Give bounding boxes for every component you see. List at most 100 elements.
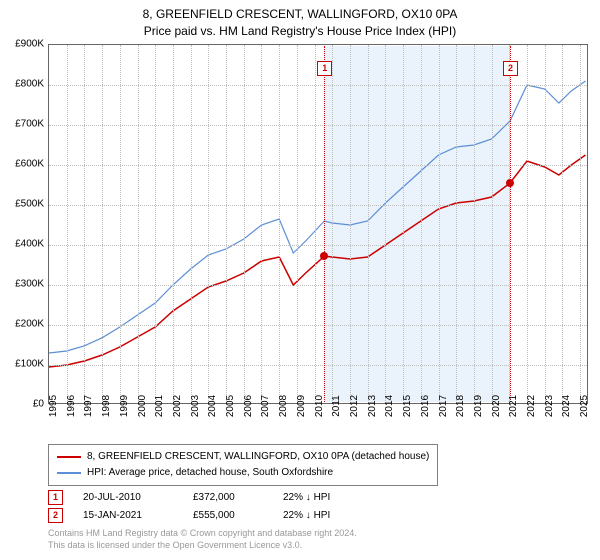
chart-title: 8, GREENFIELD CRESCENT, WALLINGFORD, OX1… — [0, 0, 600, 40]
x-axis-label: 2011 — [331, 395, 342, 417]
x-axis-label: 2022 — [526, 395, 537, 417]
transaction-vline — [510, 46, 511, 402]
gridline-v — [138, 45, 139, 403]
x-axis-label: 2006 — [243, 395, 254, 417]
gridline-h — [49, 165, 587, 166]
transaction-point — [506, 179, 514, 187]
x-axis-label: 2001 — [154, 395, 165, 417]
transaction-price-2: £555,000 — [193, 510, 283, 521]
gridline-v — [545, 45, 546, 403]
gridline-v — [208, 45, 209, 403]
x-axis-label: 2017 — [438, 395, 449, 417]
gridline-h — [49, 125, 587, 126]
x-axis-label: 2002 — [172, 395, 183, 417]
plot-area: 12 — [48, 44, 588, 404]
y-axis-label: £200K — [15, 319, 44, 330]
footer-line-2: This data is licensed under the Open Gov… — [48, 540, 357, 552]
x-axis-label: 1997 — [83, 395, 94, 417]
x-axis-label: 2021 — [508, 395, 519, 417]
legend-box: 8, GREENFIELD CRESCENT, WALLINGFORD, OX1… — [48, 444, 438, 486]
gridline-h — [49, 205, 587, 206]
transaction-marker-1: 1 — [48, 490, 63, 505]
x-axis-label: 2005 — [225, 395, 236, 417]
x-axis-label: 1998 — [101, 395, 112, 417]
footer-line-1: Contains HM Land Registry data © Crown c… — [48, 528, 357, 540]
gridline-v — [421, 45, 422, 403]
legend-label-2: HPI: Average price, detached house, Sout… — [87, 465, 333, 481]
transaction-date-2: 15-JAN-2021 — [83, 510, 193, 521]
x-axis-label: 2010 — [314, 395, 325, 417]
gridline-v — [580, 45, 581, 403]
gridline-v — [350, 45, 351, 403]
gridline-h — [49, 245, 587, 246]
chart-marker-box: 1 — [317, 61, 332, 76]
gridline-v — [67, 45, 68, 403]
x-axis-label: 2023 — [544, 395, 555, 417]
x-axis-label: 2020 — [491, 395, 502, 417]
transaction-price-1: £372,000 — [193, 492, 283, 503]
gridline-v — [155, 45, 156, 403]
legend-swatch-2 — [57, 472, 81, 474]
transaction-delta-1: 22% ↓ HPI — [283, 492, 373, 503]
gridline-v — [226, 45, 227, 403]
x-axis-label: 2008 — [278, 395, 289, 417]
transaction-point — [320, 252, 328, 260]
x-axis-label: 2012 — [349, 395, 360, 417]
transaction-delta-2: 22% ↓ HPI — [283, 510, 373, 521]
y-axis-label: £700K — [15, 119, 44, 130]
legend-item-2: HPI: Average price, detached house, Sout… — [57, 465, 429, 481]
gridline-v — [173, 45, 174, 403]
x-axis-label: 2004 — [207, 395, 218, 417]
x-axis-label: 2016 — [420, 395, 431, 417]
transaction-marker-2: 2 — [48, 508, 63, 523]
x-axis-label: 2000 — [137, 395, 148, 417]
transaction-date-1: 20-JUL-2010 — [83, 492, 193, 503]
gridline-v — [527, 45, 528, 403]
x-axis-label: 2015 — [402, 395, 413, 417]
gridline-h — [49, 285, 587, 286]
gridline-v — [297, 45, 298, 403]
x-axis-label: 2009 — [296, 395, 307, 417]
y-axis-label: £900K — [15, 39, 44, 50]
gridline-v — [492, 45, 493, 403]
gridline-v — [474, 45, 475, 403]
x-axis-label: 2013 — [367, 395, 378, 417]
gridline-v — [191, 45, 192, 403]
y-axis-label: £0 — [33, 399, 44, 410]
y-axis-label: £100K — [15, 359, 44, 370]
gridline-v — [439, 45, 440, 403]
gridline-h — [49, 85, 587, 86]
y-axis-label: £400K — [15, 239, 44, 250]
x-axis-label: 2024 — [561, 395, 572, 417]
gridline-v — [120, 45, 121, 403]
gridline-v — [456, 45, 457, 403]
gridline-v — [279, 45, 280, 403]
x-axis-label: 1999 — [119, 395, 130, 417]
gridline-v — [368, 45, 369, 403]
gridline-h — [49, 365, 587, 366]
y-axis-label: £500K — [15, 199, 44, 210]
gridline-v — [261, 45, 262, 403]
line-series-svg — [49, 45, 589, 405]
chart-marker-box: 2 — [503, 61, 518, 76]
x-axis-label: 2019 — [473, 395, 484, 417]
y-axis-label: £300K — [15, 279, 44, 290]
y-axis-label: £600K — [15, 159, 44, 170]
x-axis-label: 2025 — [579, 395, 590, 417]
legend-label-1: 8, GREENFIELD CRESCENT, WALLINGFORD, OX1… — [87, 449, 429, 465]
transaction-vline — [324, 46, 325, 402]
footer-attribution: Contains HM Land Registry data © Crown c… — [48, 528, 357, 551]
gridline-v — [84, 45, 85, 403]
gridline-v — [403, 45, 404, 403]
gridline-v — [244, 45, 245, 403]
gridline-v — [315, 45, 316, 403]
gridline-v — [332, 45, 333, 403]
gridline-v — [102, 45, 103, 403]
title-line-2: Price paid vs. HM Land Registry's House … — [0, 23, 600, 40]
gridline-v — [385, 45, 386, 403]
x-axis-label: 1995 — [48, 395, 59, 417]
chart-container: 8, GREENFIELD CRESCENT, WALLINGFORD, OX1… — [0, 0, 600, 560]
gridline-h — [49, 325, 587, 326]
transaction-row-2: 2 15-JAN-2021 £555,000 22% ↓ HPI — [48, 506, 373, 524]
title-line-1: 8, GREENFIELD CRESCENT, WALLINGFORD, OX1… — [0, 6, 600, 23]
